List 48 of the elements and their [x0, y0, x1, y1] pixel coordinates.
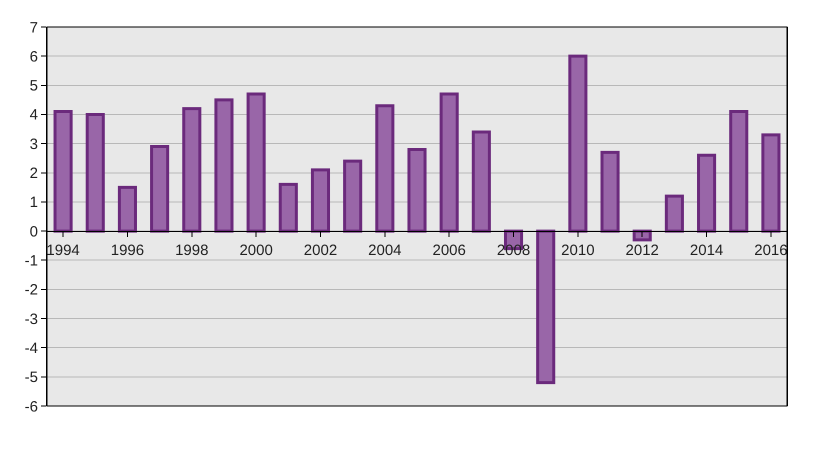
- x-tick-label: 2006: [432, 242, 466, 260]
- bar: [664, 194, 684, 233]
- bar: [536, 230, 556, 384]
- y-tick-label: -5: [24, 369, 38, 386]
- y-tick-label: 2: [30, 165, 38, 182]
- y-tick-label: -3: [24, 310, 38, 328]
- bar: [343, 160, 362, 233]
- bar: [86, 112, 105, 233]
- bar: [310, 168, 330, 233]
- bar: [54, 110, 73, 233]
- y-tick-label: 6: [30, 48, 38, 66]
- x-tick-label: 2016: [754, 242, 788, 260]
- x-tick-label: 2012: [626, 242, 659, 260]
- bar: [182, 107, 202, 233]
- y-tick-label: -1: [24, 252, 38, 270]
- y-tick-label: 1: [30, 194, 38, 212]
- bar: [150, 145, 170, 233]
- y-tick-label: 0: [30, 223, 38, 240]
- bar: [697, 154, 716, 233]
- bar: [278, 182, 298, 233]
- x-tick-label: 1996: [110, 242, 144, 260]
- bar: [246, 92, 266, 233]
- x-tick-label: 2002: [304, 242, 338, 260]
- bar: [375, 104, 394, 233]
- bar: [214, 98, 234, 233]
- y-tick-label: 5: [30, 78, 38, 95]
- y-tick-label: 7: [30, 19, 38, 36]
- bar: [118, 186, 137, 233]
- x-tick-label: 2008: [496, 242, 530, 260]
- bar: [407, 148, 427, 233]
- bar: [568, 54, 588, 233]
- y-tick-label: 4: [30, 106, 38, 124]
- y-tick-label: -2: [24, 282, 38, 299]
- x-tick-label: 2000: [239, 242, 273, 260]
- y-tick-label: -4: [24, 340, 38, 357]
- bar: [632, 230, 652, 242]
- y-tick-label: -6: [24, 398, 38, 416]
- bar: [440, 92, 459, 233]
- x-tick-label: 1998: [175, 242, 208, 260]
- bar: [600, 150, 620, 233]
- bar: [472, 130, 491, 233]
- x-tick-label: 2004: [368, 242, 402, 260]
- x-tick-label: 2010: [561, 242, 595, 260]
- x-tick-label: 2014: [690, 242, 724, 260]
- bar: [761, 133, 780, 233]
- bar: [729, 110, 748, 233]
- y-tick-label: 3: [30, 136, 38, 153]
- x-tick-label: 1994: [46, 242, 80, 260]
